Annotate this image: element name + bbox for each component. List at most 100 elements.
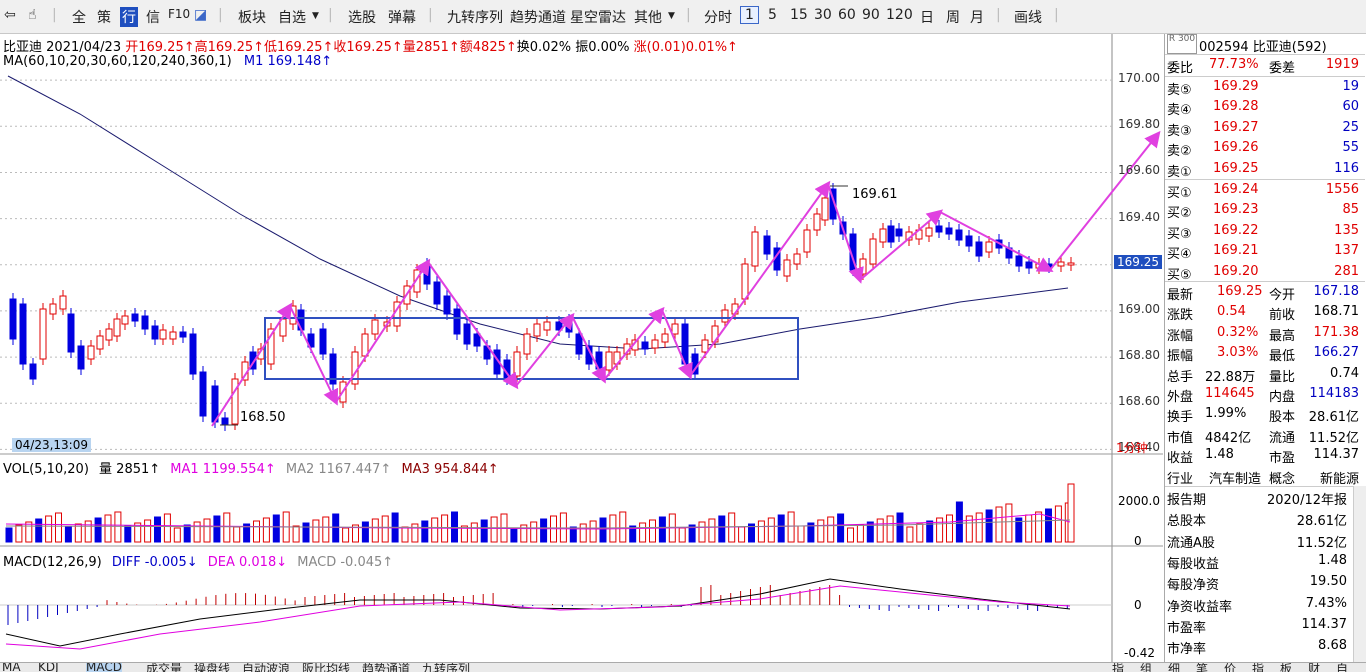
period-btn-90min[interactable]: 90 [862, 7, 880, 23]
panel-tab[interactable]: 板 [1280, 662, 1293, 672]
panel-tab[interactable]: 指 [1252, 662, 1265, 672]
candle-body [67, 313, 75, 353]
indicator-tab[interactable]: MA [2, 662, 21, 672]
price-axis-tick: 169.40 [1118, 209, 1160, 224]
trend-arrow [427, 261, 519, 390]
toolbar-btn-all[interactable]: 全 [72, 10, 86, 26]
chevron-down-icon[interactable]: ▼ [312, 11, 319, 21]
indicator-tab[interactable]: KDJ [38, 662, 59, 672]
window-icon[interactable]: ◪ [194, 7, 208, 23]
report-row: 净资收益率 7.43% [1165, 594, 1363, 615]
period-btn-intraday[interactable]: 分时 [704, 10, 732, 26]
bid-label: 买② [1167, 206, 1192, 222]
toolbar-btn-sector[interactable]: 板块 [238, 10, 266, 26]
vol-ma3: MA3 954.844↑ [401, 462, 499, 477]
indicator-tab[interactable]: 成交量 [146, 662, 183, 672]
toolbar-btn-draw-line[interactable]: 画线 [1014, 10, 1042, 26]
toolbar-btn-f10[interactable]: F10 [168, 7, 191, 21]
candle-body [1025, 261, 1033, 269]
vol-info: VOL(5,10,20) 量 2851↑ MA1 1199.554↑ MA2 1… [3, 458, 499, 477]
current-price-tag: 169.25 [1114, 255, 1162, 269]
stat-value: 168.71 [1313, 304, 1360, 320]
indicator-tab[interactable]: MACD [86, 662, 122, 672]
bid-price: 169.21 [1213, 243, 1259, 259]
candle-body [307, 333, 315, 348]
candle-body [803, 229, 811, 253]
indicator-tab[interactable]: 阪比均线 [302, 662, 351, 672]
candle-body [121, 315, 129, 325]
toolbar-btn-other[interactable]: 其他 [634, 10, 662, 26]
candle-body [641, 341, 649, 350]
indicator-tab[interactable]: 操盘线 [194, 662, 231, 672]
period-btn-15min[interactable]: 15 [790, 7, 808, 23]
toolbar-btn-nine-turn[interactable]: 九转序列 [447, 10, 503, 26]
high-value: 高169.25↑ [194, 40, 265, 55]
stat-label: 股本 [1269, 410, 1296, 426]
period-btn-1min[interactable]: 1 [740, 6, 759, 24]
period-btn-120min[interactable]: 120 [886, 7, 913, 23]
volume-bar [955, 501, 963, 543]
change-value: 涨(0.01)0.01%↑ [633, 40, 738, 55]
toolbar-btn-danmaku[interactable]: 弹幕 [388, 10, 416, 26]
report-value: 1.48 [1318, 552, 1347, 568]
period-btn-5min[interactable]: 5 [768, 7, 777, 23]
volume-bar [1054, 505, 1062, 543]
bid-volume: 137 [1334, 243, 1359, 259]
stat-label: 市值 [1167, 430, 1194, 446]
low-annotation: 168.50 [240, 410, 286, 425]
toolbar-btn-info[interactable]: 信 [146, 10, 160, 26]
bid-row: 买④ 169.21 137 [1165, 241, 1363, 262]
indicator-tab[interactable]: 趋势通道 [362, 662, 411, 672]
macd-dea-line [5, 585, 1071, 650]
bid-row: 买① 169.24 1556 [1165, 180, 1363, 201]
hand-cursor-icon[interactable]: ☝ [28, 7, 37, 23]
panel-tab[interactable]: 组 [1140, 662, 1153, 672]
stat-label: 最高 [1269, 328, 1296, 344]
bar-date: 2021/04/23 [46, 40, 122, 55]
panel-tab[interactable]: 财 [1308, 662, 1321, 672]
panel-tab[interactable]: 指 [1112, 662, 1125, 672]
chart-area[interactable]: 比亚迪 2021/04/23 开169.25↑高169.25↑低169.25↑收… [0, 34, 1163, 662]
report-row: 总股本 28.61亿 [1165, 508, 1363, 529]
back-icon[interactable]: ⇦ [4, 7, 16, 23]
kline-chart[interactable] [0, 34, 1163, 662]
panel-tab[interactable]: 价 [1224, 662, 1237, 672]
weibi-row: 委比 77.73% 委差 1919 [1165, 55, 1363, 76]
weibi-label: 委比 [1167, 61, 1194, 76]
period-btn-60min[interactable]: 60 [838, 7, 856, 23]
volume-bar [619, 511, 627, 543]
indicator-tab[interactable]: 自动波浪 [242, 662, 291, 672]
period-btn-day[interactable]: 日 [920, 10, 934, 26]
quote-scrollbar[interactable] [1353, 486, 1366, 662]
volume-bar [599, 517, 607, 543]
stat-value: 114183 [1309, 386, 1359, 401]
toolbar-btn-trend-channel[interactable]: 趋势通道 [510, 10, 566, 26]
toolbar-btn-star-radar[interactable]: 星空雷达 [570, 10, 626, 26]
volume-bar [975, 512, 983, 543]
ma-line [7, 75, 1069, 350]
candle-body [231, 378, 239, 425]
toolbar-btn-strategy[interactable]: 策 [97, 10, 111, 26]
volume-bar [936, 517, 944, 543]
report-row: 每股收益 1.48 [1165, 551, 1363, 572]
chevron-down-icon[interactable]: ▼ [668, 11, 675, 21]
panel-tab[interactable]: 自 [1336, 662, 1349, 672]
toolbar-btn-stock-picker[interactable]: 选股 [348, 10, 376, 26]
candle-body [169, 331, 177, 340]
toolbar-btn-watchlist[interactable]: 自选 [278, 10, 306, 26]
volume-bar [718, 515, 726, 543]
indicator-tab[interactable]: 九转序列 [422, 662, 471, 672]
period-btn-week[interactable]: 周 [946, 10, 960, 26]
candle-body [945, 227, 953, 235]
volume-bar [193, 521, 201, 543]
toolbar-btn-quote[interactable]: 行 [120, 7, 138, 27]
ask-price: 169.29 [1213, 79, 1259, 94]
period-btn-30min[interactable]: 30 [814, 7, 832, 23]
stat-value: 3.03% [1217, 345, 1259, 361]
panel-tab[interactable]: 笔 [1196, 662, 1209, 672]
candle-body [513, 351, 521, 377]
period-btn-month[interactable]: 月 [970, 10, 984, 26]
toolbar-separator: | [52, 7, 57, 23]
panel-tab[interactable]: 细 [1168, 662, 1181, 672]
candle-body [879, 228, 887, 243]
